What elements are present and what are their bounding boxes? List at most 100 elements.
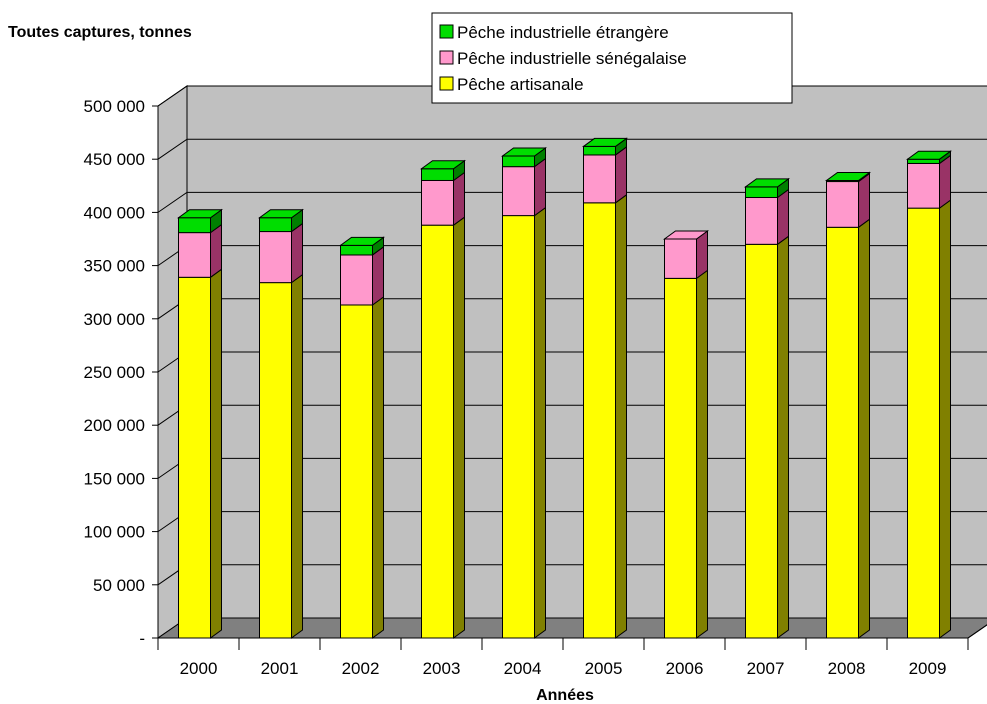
bar-segment bbox=[745, 197, 778, 245]
legend-entry: Pêche industrielle sénégalaise bbox=[457, 49, 687, 68]
bar-segment bbox=[340, 254, 373, 306]
y-tick-label: 50 000 bbox=[93, 576, 145, 595]
x-tick-label: 2000 bbox=[180, 659, 218, 678]
x-tick-label: 2003 bbox=[423, 659, 461, 678]
y-tick-label: 300 000 bbox=[84, 310, 145, 329]
bar-segment bbox=[259, 217, 292, 233]
x-tick-label: 2007 bbox=[747, 659, 785, 678]
x-tick-label: 2005 bbox=[585, 659, 623, 678]
bar-segment bbox=[178, 232, 211, 278]
bar-segment bbox=[259, 282, 292, 639]
bar-segment bbox=[502, 166, 535, 217]
bar-top bbox=[257, 209, 305, 219]
bar-segment bbox=[583, 154, 616, 204]
bar-segment bbox=[745, 186, 778, 199]
bar-segment bbox=[664, 277, 697, 639]
x-tick-label: 2008 bbox=[828, 659, 866, 678]
bar-top bbox=[419, 160, 467, 170]
bar-segment-side bbox=[939, 199, 951, 639]
bar-segment bbox=[421, 179, 454, 226]
legend-entry: Pêche artisanale bbox=[457, 75, 584, 94]
x-tick-label: 2004 bbox=[504, 659, 542, 678]
y-tick-label: 450 000 bbox=[84, 150, 145, 169]
bar-top bbox=[905, 150, 953, 160]
bar-stack bbox=[257, 208, 305, 639]
bar-segment bbox=[502, 215, 535, 639]
bar-segment-side bbox=[291, 273, 303, 639]
bar-segment bbox=[340, 304, 373, 639]
legend-entry: Pêche industrielle étrangère bbox=[457, 23, 669, 42]
bar-top bbox=[824, 171, 872, 181]
bar-segment-side bbox=[858, 172, 870, 229]
bar-segment bbox=[178, 217, 211, 234]
x-axis-label: Années bbox=[536, 687, 594, 704]
bar-segment-side bbox=[453, 216, 465, 639]
bar-top bbox=[176, 209, 224, 219]
bar-segment-side bbox=[777, 188, 789, 246]
bar-stack bbox=[500, 147, 548, 639]
bar-segment bbox=[583, 202, 616, 639]
gridline bbox=[157, 138, 987, 160]
y-tick-label: 200 000 bbox=[84, 416, 145, 435]
bar-segment-side bbox=[615, 193, 627, 639]
bar-segment bbox=[583, 145, 616, 156]
bar-segment-side bbox=[210, 223, 222, 279]
bar-stack bbox=[905, 150, 953, 639]
bar-segment bbox=[907, 162, 940, 209]
bar-segment-side bbox=[939, 154, 951, 210]
bar-segment bbox=[907, 207, 940, 639]
bar-segment bbox=[502, 155, 535, 168]
bar-segment bbox=[907, 158, 940, 164]
y-tick-labels: - 50 000 100 000 150 000 200 000 250 000 300 0… bbox=[84, 97, 145, 648]
bar-top bbox=[581, 137, 629, 147]
y-tick-label: 100 000 bbox=[84, 523, 145, 542]
bar-segment bbox=[421, 168, 454, 181]
bar-segment bbox=[826, 181, 859, 228]
bar-segment-side bbox=[534, 157, 546, 217]
y-tick-label: 150 000 bbox=[84, 469, 145, 488]
bar-segment-side bbox=[372, 245, 384, 306]
bar-stack bbox=[743, 177, 791, 639]
bar-segment-side bbox=[777, 235, 789, 639]
bar-stack bbox=[176, 208, 224, 639]
gridline bbox=[157, 191, 987, 213]
bar-stack bbox=[581, 137, 629, 639]
x-tick-label: 2001 bbox=[261, 659, 299, 678]
bar-segment-side bbox=[696, 269, 708, 639]
legend: Pêche industrielle étrangère Pêche indust… bbox=[431, 12, 793, 104]
bar-segment bbox=[745, 243, 778, 639]
bar-segment-side bbox=[372, 295, 384, 639]
bar-segment bbox=[259, 231, 292, 284]
y-tick-label: 350 000 bbox=[84, 257, 145, 276]
legend-swatch bbox=[439, 50, 454, 65]
bar-top bbox=[743, 178, 791, 188]
bar-segment-side bbox=[858, 218, 870, 639]
x-tick-label: 2006 bbox=[666, 659, 704, 678]
bar-top bbox=[662, 230, 710, 240]
y-tick-label: - bbox=[139, 629, 145, 648]
bar-segment bbox=[664, 238, 697, 279]
x-tick-labels: 2000 2001 2002 2003 2004 2005 2006 2007 2008 2009 bbox=[180, 659, 947, 678]
legend-box bbox=[431, 12, 793, 104]
x-tick-label: 2009 bbox=[909, 659, 947, 678]
floor-edge bbox=[967, 624, 987, 639]
bar-top bbox=[500, 147, 548, 157]
chart-title: Toutes captures, tonnes bbox=[8, 24, 192, 41]
bar-segment bbox=[421, 224, 454, 639]
y-tick-label: 500 000 bbox=[84, 97, 145, 116]
bar-segment-side bbox=[210, 268, 222, 639]
bar-stack bbox=[419, 159, 467, 639]
bar-segment bbox=[178, 276, 211, 639]
bar-stack bbox=[662, 230, 710, 639]
x-tick-label: 2002 bbox=[342, 659, 380, 678]
legend-swatch bbox=[439, 76, 454, 91]
legend-swatch bbox=[439, 24, 454, 39]
y-tick-label: 250 000 bbox=[84, 363, 145, 382]
y-tick-label: 400 000 bbox=[84, 203, 145, 222]
bar-segment-side bbox=[291, 222, 303, 284]
bar-segment-side bbox=[534, 206, 546, 639]
bar-segment-side bbox=[453, 171, 465, 227]
bar-top bbox=[338, 236, 386, 246]
bar-segment-side bbox=[615, 145, 627, 204]
